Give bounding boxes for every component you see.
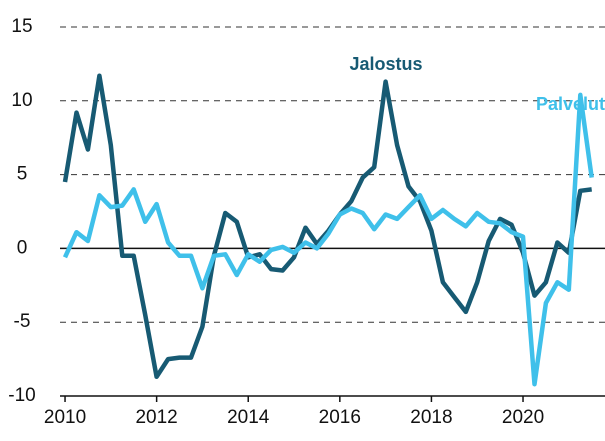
x-tick-label: 2018 — [410, 407, 452, 428]
y-tick-label: -10 — [8, 385, 35, 406]
x-tick-label: 2014 — [227, 407, 270, 428]
series-line — [62, 73, 592, 380]
y-tick-label: 15 — [11, 16, 32, 37]
y-tick-label: 0 — [17, 237, 28, 258]
y-tick-label: -5 — [14, 311, 31, 332]
x-tick-label: 2010 — [44, 407, 86, 428]
series-label: Palvelut — [536, 94, 605, 114]
x-tick-label: 2012 — [135, 407, 177, 428]
x-tick-label: 2016 — [319, 407, 361, 428]
x-tick-label: 2020 — [502, 407, 544, 428]
y-tick-label: 5 — [17, 164, 28, 185]
series-label: Jalostus — [349, 54, 422, 74]
series-line — [62, 92, 594, 387]
y-tick-label: 10 — [11, 90, 32, 111]
